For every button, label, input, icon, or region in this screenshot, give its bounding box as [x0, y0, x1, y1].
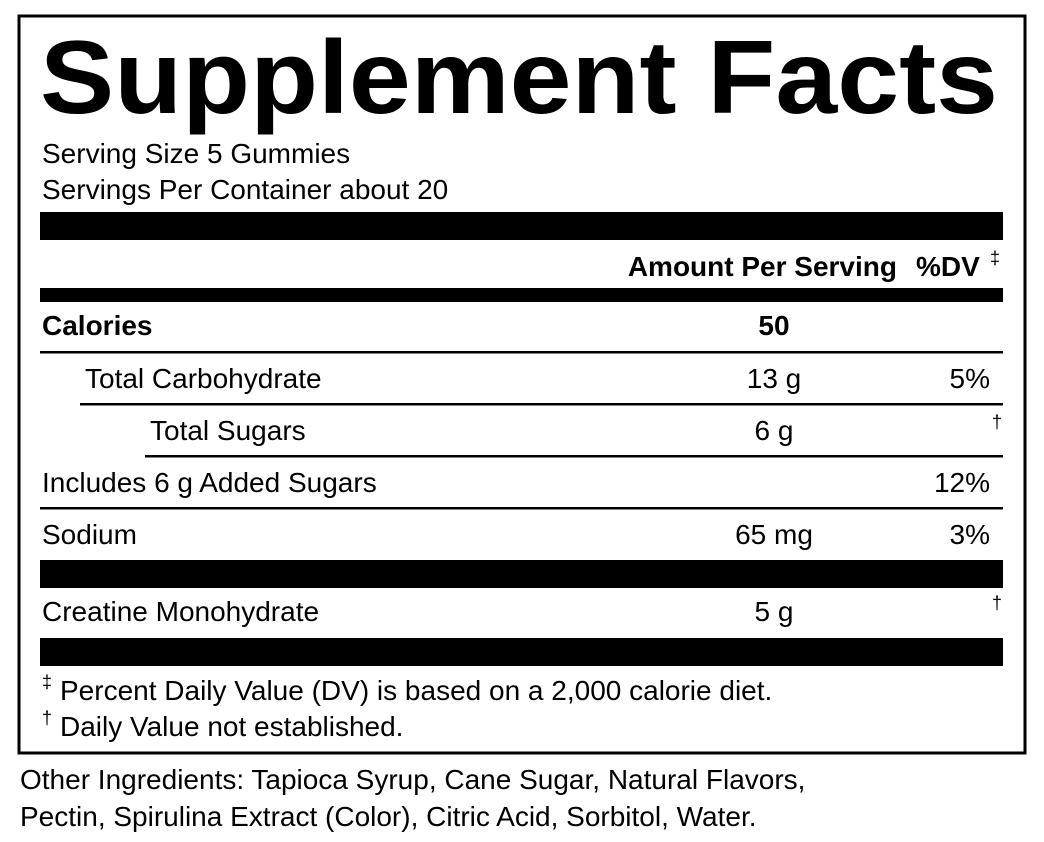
- row-label: Calories: [42, 310, 153, 341]
- dv-header: %DV: [916, 251, 980, 282]
- footnote-mark: ‡: [42, 672, 52, 692]
- footnote-mark: †: [42, 708, 52, 728]
- row-divider: [40, 507, 1003, 510]
- label-border: [17, 14, 1027, 755]
- dv-header-mark: ‡: [990, 248, 1000, 268]
- other-ingredients: Other Ingredients: Tapioca Syrup, Cane S…: [20, 764, 805, 795]
- thick-bar: [40, 638, 1003, 666]
- thick-bar: [40, 560, 1003, 588]
- servings-per-container: Servings Per Container about 20: [42, 174, 448, 205]
- serving-size: Serving Size 5 Gummies: [42, 138, 350, 169]
- row-amount: 50: [758, 310, 789, 341]
- other-ingredients: Pectin, Spirulina Extract (Color), Citri…: [20, 801, 757, 832]
- title: Supplement Facts: [40, 20, 998, 136]
- row-dv: 5%: [950, 363, 990, 394]
- row-amount: 5 g: [755, 596, 794, 627]
- row-amount: 65 mg: [735, 519, 813, 550]
- footnote-text: Percent Daily Value (DV) is based on a 2…: [60, 675, 772, 706]
- row-divider: [145, 455, 1003, 458]
- row-amount: 13 g: [747, 363, 802, 394]
- row-amount: 6 g: [755, 415, 794, 446]
- row-label: Creatine Monohydrate: [42, 596, 319, 627]
- amount-header: Amount Per Serving: [628, 251, 897, 282]
- row-divider: [40, 351, 1003, 354]
- row-dv-mark: †: [992, 593, 1002, 613]
- row-label: Sodium: [42, 519, 137, 550]
- row-label: Total Sugars: [150, 415, 306, 446]
- footnote-text: Daily Value not established.: [60, 711, 403, 742]
- thick-bar: [40, 288, 1003, 302]
- thick-bar: [40, 212, 1003, 240]
- row-label: Includes 6 g Added Sugars: [42, 467, 377, 498]
- row-dv: 12%: [934, 467, 990, 498]
- row-divider: [80, 403, 1003, 406]
- row-label: Total Carbohydrate: [85, 363, 322, 394]
- row-dv-mark: †: [992, 412, 1002, 432]
- row-dv: 3%: [950, 519, 990, 550]
